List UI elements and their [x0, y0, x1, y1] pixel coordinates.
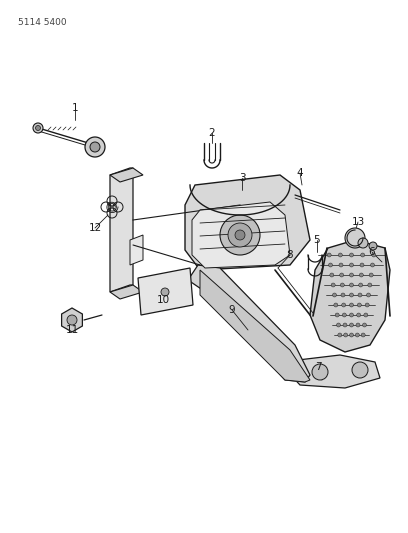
- Circle shape: [361, 333, 365, 337]
- Circle shape: [350, 333, 353, 337]
- Text: 10: 10: [156, 295, 170, 305]
- Text: 8: 8: [287, 250, 293, 260]
- Polygon shape: [188, 265, 310, 382]
- Circle shape: [350, 263, 353, 267]
- Circle shape: [370, 263, 375, 267]
- Circle shape: [359, 283, 363, 287]
- Circle shape: [355, 333, 359, 337]
- Circle shape: [341, 303, 346, 307]
- Text: 12: 12: [89, 223, 102, 233]
- Circle shape: [328, 263, 333, 267]
- Text: 5: 5: [314, 235, 320, 245]
- Circle shape: [352, 362, 368, 378]
- Circle shape: [220, 215, 260, 255]
- Circle shape: [327, 253, 331, 257]
- Circle shape: [359, 273, 364, 277]
- Circle shape: [337, 323, 341, 327]
- Circle shape: [369, 273, 373, 277]
- Circle shape: [341, 293, 345, 297]
- Circle shape: [350, 253, 353, 257]
- Circle shape: [360, 263, 364, 267]
- Circle shape: [362, 323, 366, 327]
- Polygon shape: [110, 168, 143, 182]
- Circle shape: [333, 293, 337, 297]
- Text: 1: 1: [72, 103, 78, 113]
- Circle shape: [90, 142, 100, 152]
- Text: 4: 4: [297, 168, 303, 178]
- Circle shape: [343, 323, 347, 327]
- Circle shape: [33, 123, 43, 133]
- Polygon shape: [192, 202, 290, 268]
- Circle shape: [312, 364, 328, 380]
- Text: 11: 11: [65, 325, 79, 335]
- Circle shape: [340, 273, 344, 277]
- Circle shape: [364, 313, 368, 317]
- Circle shape: [330, 273, 334, 277]
- Circle shape: [357, 303, 361, 307]
- Circle shape: [361, 253, 365, 257]
- Polygon shape: [110, 285, 143, 299]
- Polygon shape: [110, 168, 133, 292]
- Text: 6: 6: [369, 247, 375, 257]
- Circle shape: [366, 293, 370, 297]
- Circle shape: [334, 303, 338, 307]
- Polygon shape: [130, 235, 143, 265]
- Circle shape: [35, 125, 40, 131]
- Circle shape: [350, 303, 353, 307]
- Circle shape: [85, 137, 105, 157]
- Text: 7: 7: [315, 362, 322, 372]
- Polygon shape: [138, 268, 193, 315]
- Polygon shape: [185, 175, 310, 270]
- Circle shape: [344, 333, 348, 337]
- Circle shape: [350, 273, 353, 277]
- Circle shape: [342, 313, 346, 317]
- Text: 3: 3: [239, 173, 245, 183]
- Circle shape: [235, 230, 245, 240]
- Circle shape: [228, 223, 252, 247]
- Circle shape: [338, 333, 342, 337]
- Circle shape: [372, 253, 376, 257]
- Circle shape: [335, 313, 339, 317]
- Polygon shape: [200, 270, 310, 382]
- Circle shape: [161, 288, 169, 296]
- Circle shape: [365, 303, 369, 307]
- Circle shape: [340, 283, 344, 287]
- Text: 13: 13: [351, 217, 365, 227]
- Polygon shape: [288, 355, 380, 388]
- Polygon shape: [62, 308, 82, 332]
- Circle shape: [358, 238, 368, 248]
- Circle shape: [368, 283, 372, 287]
- Circle shape: [350, 313, 353, 317]
- Circle shape: [338, 253, 342, 257]
- Text: 9: 9: [229, 305, 235, 315]
- Circle shape: [357, 313, 361, 317]
- Circle shape: [369, 242, 377, 250]
- Circle shape: [350, 293, 353, 297]
- Polygon shape: [310, 240, 390, 352]
- Circle shape: [339, 263, 343, 267]
- Circle shape: [356, 323, 360, 327]
- Text: 2: 2: [208, 128, 215, 138]
- Circle shape: [350, 323, 353, 327]
- Circle shape: [358, 293, 362, 297]
- Text: 5114 5400: 5114 5400: [18, 18, 67, 27]
- Circle shape: [345, 228, 365, 248]
- Circle shape: [331, 283, 335, 287]
- Circle shape: [350, 283, 353, 287]
- Circle shape: [67, 315, 77, 325]
